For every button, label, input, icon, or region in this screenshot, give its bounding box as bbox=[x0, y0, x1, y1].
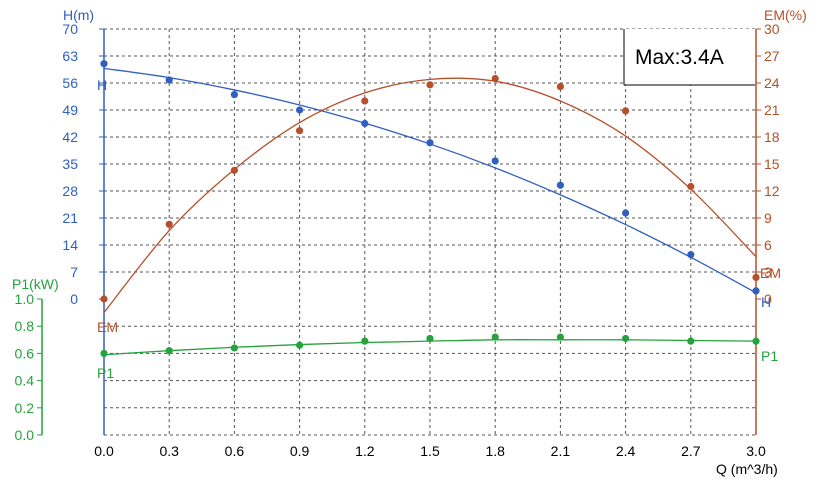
p1-axis-title: P1(kW) bbox=[12, 276, 59, 292]
p1-tick-label: 0.6 bbox=[15, 345, 35, 361]
x-tick-label: 1.8 bbox=[485, 443, 505, 459]
x-axis-title: Q (m^3/h) bbox=[716, 461, 778, 477]
x-tick-label: 2.7 bbox=[681, 443, 701, 459]
p1-data-point bbox=[361, 337, 369, 345]
x-tick-label: 3.0 bbox=[746, 443, 766, 459]
em-data-point bbox=[100, 295, 108, 303]
annotation-box: Max:3.4A bbox=[623, 29, 755, 86]
em-data-point bbox=[361, 97, 369, 105]
p1-data-point bbox=[165, 347, 173, 355]
em-data-point bbox=[230, 166, 238, 174]
h-data-point bbox=[752, 287, 760, 295]
x-tick-label: 0.0 bbox=[94, 443, 114, 459]
h-tick-label: 42 bbox=[62, 129, 78, 145]
p1-data-point bbox=[100, 349, 108, 357]
em-tick-label: 3 bbox=[764, 264, 772, 280]
h-data-point bbox=[230, 90, 238, 99]
em-tick-label: 24 bbox=[764, 75, 780, 91]
p1-data-point bbox=[426, 334, 434, 343]
h-tick-label: 14 bbox=[62, 237, 78, 253]
p1-data-point bbox=[622, 334, 630, 343]
grid bbox=[104, 28, 756, 436]
h-tick-label: 70 bbox=[62, 21, 78, 37]
x-tick-label: 1.5 bbox=[420, 443, 440, 459]
h-tick-label: 35 bbox=[62, 156, 78, 172]
x-tick-label: 2.4 bbox=[616, 443, 636, 459]
p1-data-point bbox=[556, 333, 565, 341]
em-tick-label: 27 bbox=[764, 48, 780, 64]
x-tick-label: 0.9 bbox=[290, 443, 310, 459]
em-tick-label: 0 bbox=[764, 291, 772, 307]
x-tick-label: 1.2 bbox=[355, 443, 375, 459]
em-data-point bbox=[296, 127, 304, 135]
annotation-background bbox=[624, 29, 755, 85]
h-tick-label: 21 bbox=[62, 210, 78, 226]
em-data-point bbox=[687, 182, 695, 191]
em-tick-label: 9 bbox=[764, 210, 772, 226]
h-tick-label: 7 bbox=[70, 264, 78, 280]
series-points bbox=[100, 60, 760, 357]
em-axis-title: EM(%) bbox=[764, 7, 807, 23]
axes: 0 7 14 21 28 35 42 49 56 63 70H(m) 0 3 6 9 12 15 18 21 24 27… bbox=[12, 7, 807, 477]
em-tick-label: 30 bbox=[764, 21, 780, 37]
p1-series-label-start: P1 bbox=[97, 365, 114, 381]
em-series-line bbox=[103, 77, 757, 313]
em-tick-label: 15 bbox=[764, 156, 780, 172]
em-data-point bbox=[426, 81, 434, 89]
p1-tick-label: 1.0 bbox=[15, 291, 35, 307]
h-data-point bbox=[491, 157, 499, 165]
p1-data-point bbox=[687, 337, 695, 345]
em-tick-label: 12 bbox=[764, 183, 780, 199]
em-data-point bbox=[622, 107, 630, 115]
p1-tick-label: 0.8 bbox=[15, 318, 35, 334]
p1-tick-label: 0.4 bbox=[15, 373, 35, 389]
annotation-text: Max:3.4A bbox=[635, 46, 724, 69]
h-data-point bbox=[296, 106, 304, 114]
em-series-label-start: EM bbox=[97, 319, 118, 335]
em-data-point bbox=[752, 273, 760, 281]
h-data-point bbox=[426, 139, 434, 147]
h-series-label-start: H bbox=[97, 77, 107, 93]
x-tick-label: 0.6 bbox=[225, 443, 245, 459]
h-data-point bbox=[687, 251, 695, 259]
h-tick-label: 28 bbox=[62, 183, 78, 199]
h-series-label-end: H bbox=[761, 294, 771, 310]
em-data-point bbox=[165, 220, 173, 228]
h-data-point bbox=[100, 60, 108, 68]
h-tick-label: 0 bbox=[70, 291, 78, 307]
labels: H H EM EM P1 P1 bbox=[97, 77, 781, 381]
p1-data-point bbox=[230, 344, 238, 352]
em-series-label-end: EM bbox=[760, 265, 781, 281]
h-data-point bbox=[556, 181, 565, 189]
x-tick-label: 0.3 bbox=[159, 443, 179, 459]
h-data-point bbox=[165, 76, 173, 84]
h-data-point bbox=[361, 119, 369, 128]
p1-tick-label: 0.2 bbox=[15, 400, 35, 416]
p1-series-label-end: P1 bbox=[761, 348, 778, 364]
em-tick-label: 21 bbox=[764, 102, 780, 118]
h-tick-label: 63 bbox=[62, 48, 78, 64]
h-tick-label: 49 bbox=[62, 102, 78, 118]
em-data-point bbox=[556, 83, 565, 91]
p1-data-point bbox=[752, 337, 760, 345]
em-tick-label: 6 bbox=[764, 237, 772, 253]
x-tick-label: 2.1 bbox=[551, 443, 571, 459]
p1-data-point bbox=[296, 341, 304, 349]
h-data-point bbox=[622, 209, 630, 217]
em-tick-label: 18 bbox=[764, 129, 780, 145]
h-axis-title: H(m) bbox=[63, 7, 94, 23]
em-data-point bbox=[491, 74, 499, 83]
h-tick-label: 56 bbox=[62, 75, 78, 91]
p1-data-point bbox=[491, 333, 499, 341]
p1-tick-label: 0.0 bbox=[15, 427, 35, 443]
